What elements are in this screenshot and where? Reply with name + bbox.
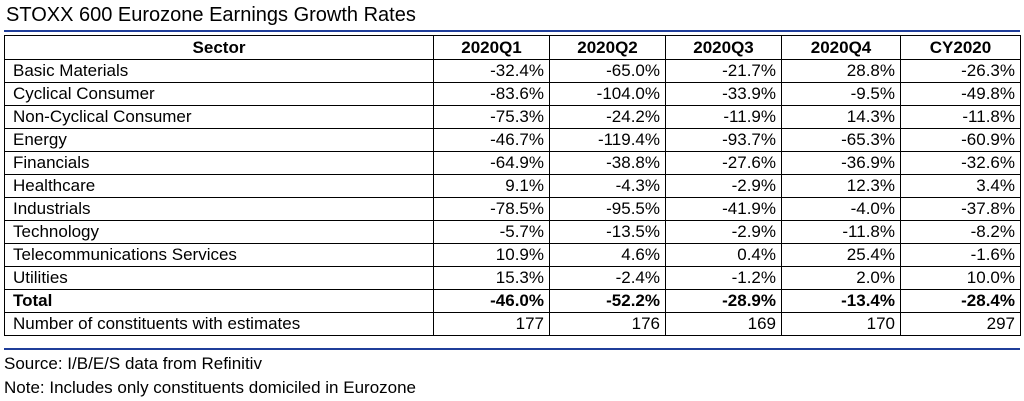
cell-2020q2: -2.4% — [549, 266, 666, 290]
cell-cy2020: -37.8% — [900, 197, 1021, 221]
header-2020q1: 2020Q1 — [433, 35, 550, 60]
cell-2020q3: -2.9% — [665, 220, 782, 244]
table-row: Healthcare 9.1% -4.3% -2.9% 12.3% 3.4% — [4, 174, 1021, 198]
cell-cy2020: -8.2% — [900, 220, 1021, 244]
row-sector: Number of constituents with estimates — [4, 312, 434, 336]
table-row: Telecommunications Services 10.9% 4.6% 0… — [4, 243, 1021, 267]
table-row: Industrials -78.5% -95.5% -41.9% -4.0% -… — [4, 197, 1021, 221]
cell-2020q2: -119.4% — [549, 128, 666, 152]
cell-2020q2: -65.0% — [549, 59, 666, 83]
table-row: Basic Materials -32.4% -65.0% -21.7% 28.… — [4, 59, 1021, 83]
row-sector: Technology — [4, 220, 434, 244]
earnings-growth-table: Sector 2020Q1 2020Q2 2020Q3 2020Q4 CY202… — [4, 35, 1021, 336]
cell-2020q2: -24.2% — [549, 105, 666, 129]
cell-2020q3: -28.9% — [665, 289, 782, 313]
total-row: Total -46.0% -52.2% -28.9% -13.4% -28.4% — [4, 289, 1021, 313]
row-sector: Industrials — [4, 197, 434, 221]
header-2020q2: 2020Q2 — [549, 35, 666, 60]
row-sector: Cyclical Consumer — [4, 82, 434, 106]
cell-2020q1: -83.6% — [433, 82, 550, 106]
cell-2020q4: 28.8% — [781, 59, 901, 83]
row-sector: Healthcare — [4, 174, 434, 198]
row-sector: Energy — [4, 128, 434, 152]
footer-rule — [4, 348, 1020, 350]
cell-2020q1: 177 — [433, 312, 550, 336]
table-row: Energy -46.7% -119.4% -93.7% -65.3% -60.… — [4, 128, 1021, 152]
header-sector: Sector — [4, 35, 434, 60]
row-sector: Non-Cyclical Consumer — [4, 105, 434, 129]
cell-2020q1: 10.9% — [433, 243, 550, 267]
cell-cy2020: -28.4% — [900, 289, 1021, 313]
cell-2020q2: -104.0% — [549, 82, 666, 106]
cell-2020q2: -4.3% — [549, 174, 666, 198]
cell-2020q1: -46.7% — [433, 128, 550, 152]
cell-2020q4: 2.0% — [781, 266, 901, 290]
cell-2020q3: -2.9% — [665, 174, 782, 198]
cell-2020q1: 9.1% — [433, 174, 550, 198]
cell-cy2020: 10.0% — [900, 266, 1021, 290]
cell-2020q3: -1.2% — [665, 266, 782, 290]
table-row: Cyclical Consumer -83.6% -104.0% -33.9% … — [4, 82, 1021, 106]
cell-cy2020: 297 — [900, 312, 1021, 336]
cell-2020q4: -4.0% — [781, 197, 901, 221]
title-rule — [4, 30, 1020, 32]
cell-2020q4: -65.3% — [781, 128, 901, 152]
cell-2020q4: 12.3% — [781, 174, 901, 198]
cell-cy2020: 3.4% — [900, 174, 1021, 198]
cell-2020q1: -75.3% — [433, 105, 550, 129]
cell-2020q1: -32.4% — [433, 59, 550, 83]
cell-2020q4: -9.5% — [781, 82, 901, 106]
cell-2020q3: 0.4% — [665, 243, 782, 267]
table-row: Financials -64.9% -38.8% -27.6% -36.9% -… — [4, 151, 1021, 175]
header-2020q3: 2020Q3 — [665, 35, 782, 60]
cell-cy2020: -1.6% — [900, 243, 1021, 267]
cell-2020q2: -95.5% — [549, 197, 666, 221]
scope-note: Note: Includes only constituents domicil… — [4, 378, 417, 397]
cell-2020q4: -13.4% — [781, 289, 901, 313]
cell-cy2020: -49.8% — [900, 82, 1021, 106]
header-row: Sector 2020Q1 2020Q2 2020Q3 2020Q4 CY202… — [4, 35, 1021, 60]
cell-2020q3: -27.6% — [665, 151, 782, 175]
cell-2020q4: -11.8% — [781, 220, 901, 244]
footnotes: Source: I/B/E/S data from Refinitiv Note… — [4, 352, 416, 400]
cell-cy2020: -32.6% — [900, 151, 1021, 175]
cell-2020q4: -36.9% — [781, 151, 901, 175]
cell-2020q3: -33.9% — [665, 82, 782, 106]
cell-cy2020: -26.3% — [900, 59, 1021, 83]
cell-2020q3: -93.7% — [665, 128, 782, 152]
table-row: Utilities 15.3% -2.4% -1.2% 2.0% 10.0% — [4, 266, 1021, 290]
table-row: Technology -5.7% -13.5% -2.9% -11.8% -8.… — [4, 220, 1021, 244]
cell-2020q1: -64.9% — [433, 151, 550, 175]
cell-2020q2: -52.2% — [549, 289, 666, 313]
row-sector: Total — [4, 289, 434, 313]
table-row: Non-Cyclical Consumer -75.3% -24.2% -11.… — [4, 105, 1021, 129]
cell-cy2020: -60.9% — [900, 128, 1021, 152]
cell-2020q1: 15.3% — [433, 266, 550, 290]
cell-2020q4: 14.3% — [781, 105, 901, 129]
row-sector: Utilities — [4, 266, 434, 290]
cell-2020q2: 176 — [549, 312, 666, 336]
source-note: Source: I/B/E/S data from Refinitiv — [4, 354, 262, 373]
header-cy2020: CY2020 — [900, 35, 1021, 60]
cell-2020q2: -38.8% — [549, 151, 666, 175]
cell-2020q1: -46.0% — [433, 289, 550, 313]
cell-2020q4: 25.4% — [781, 243, 901, 267]
constituents-row: Number of constituents with estimates 17… — [4, 312, 1021, 336]
cell-2020q2: 4.6% — [549, 243, 666, 267]
row-sector: Financials — [4, 151, 434, 175]
cell-2020q1: -78.5% — [433, 197, 550, 221]
row-sector: Telecommunications Services — [4, 243, 434, 267]
cell-2020q3: 169 — [665, 312, 782, 336]
cell-2020q4: 170 — [781, 312, 901, 336]
cell-2020q3: -41.9% — [665, 197, 782, 221]
cell-2020q3: -11.9% — [665, 105, 782, 129]
cell-2020q2: -13.5% — [549, 220, 666, 244]
header-2020q4: 2020Q4 — [781, 35, 901, 60]
cell-2020q1: -5.7% — [433, 220, 550, 244]
cell-cy2020: -11.8% — [900, 105, 1021, 129]
cell-2020q3: -21.7% — [665, 59, 782, 83]
table-title: STOXX 600 Eurozone Earnings Growth Rates — [6, 4, 416, 26]
row-sector: Basic Materials — [4, 59, 434, 83]
